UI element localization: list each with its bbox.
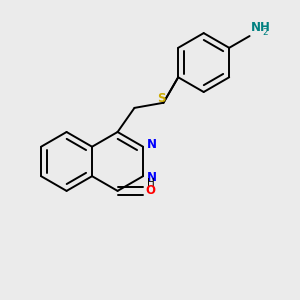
Text: H: H [147,178,155,188]
Text: S: S [158,92,166,105]
Text: O: O [145,184,155,197]
Text: 2: 2 [262,28,268,38]
Text: NH: NH [251,21,271,34]
Text: N: N [147,171,157,184]
Text: N: N [147,138,157,151]
